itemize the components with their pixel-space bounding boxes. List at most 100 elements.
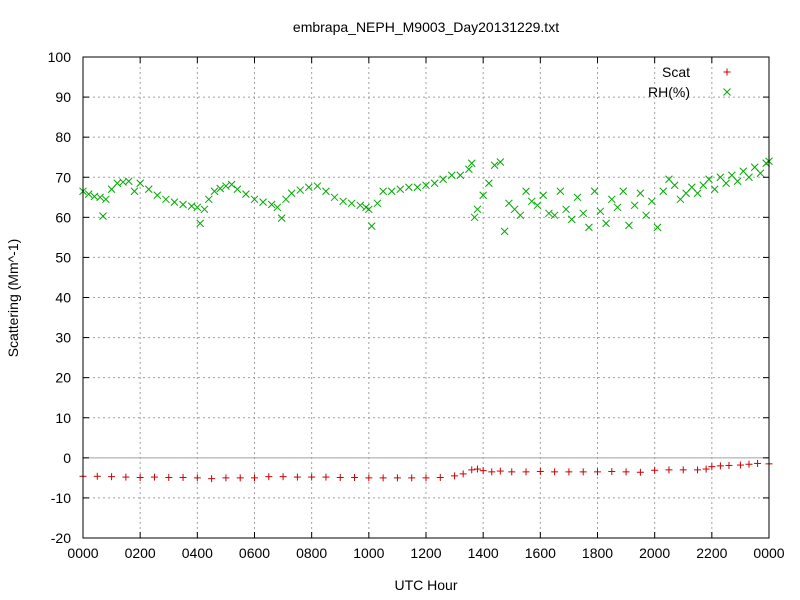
scat-data-point bbox=[551, 468, 559, 476]
rh-data-point bbox=[250, 195, 259, 204]
rh-data-point bbox=[102, 195, 110, 204]
legend-marker-scat bbox=[723, 68, 731, 76]
rh-data-point bbox=[665, 175, 673, 184]
scat-data-point bbox=[522, 468, 530, 476]
y-tick-label: -20 bbox=[51, 530, 71, 546]
rh-data-point bbox=[545, 209, 553, 218]
rh-data-point bbox=[313, 182, 322, 190]
y-tick-label: 10 bbox=[55, 410, 71, 426]
rh-data-point bbox=[647, 197, 656, 206]
scat-data-point bbox=[351, 473, 359, 481]
rh-data-point bbox=[222, 182, 230, 190]
series-rh bbox=[79, 157, 773, 236]
scat-data-point bbox=[322, 473, 330, 481]
y-tick-label: 80 bbox=[55, 129, 71, 145]
x-tick-label: 1600 bbox=[525, 545, 556, 561]
rh-data-point bbox=[144, 185, 153, 194]
rh-data-point bbox=[439, 175, 448, 184]
rh-data-point bbox=[322, 187, 330, 196]
rh-data-point bbox=[727, 171, 736, 180]
y-tick-label: 100 bbox=[48, 49, 72, 65]
rh-data-point bbox=[210, 187, 219, 196]
y-tick-label: 90 bbox=[55, 89, 71, 105]
scat-data-point bbox=[716, 462, 724, 470]
scat-data-point bbox=[451, 472, 459, 480]
rh-data-point bbox=[196, 219, 205, 228]
rh-data-point bbox=[330, 193, 339, 202]
x-tick-label: 2200 bbox=[696, 545, 727, 561]
rh-data-point bbox=[287, 189, 296, 198]
rh-data-point bbox=[277, 214, 286, 222]
rh-data-point bbox=[579, 209, 588, 218]
rh-data-point bbox=[676, 195, 685, 204]
rh-data-point bbox=[379, 187, 387, 196]
x-axis-label: UTC Hour bbox=[394, 577, 457, 593]
scat-data-point bbox=[468, 466, 476, 474]
rh-data-point bbox=[282, 195, 290, 204]
y-tick-label: 40 bbox=[55, 290, 71, 306]
rh-data-point bbox=[687, 183, 696, 192]
rh-data-point bbox=[573, 193, 582, 202]
scat-data-point bbox=[702, 465, 710, 473]
rh-data-point bbox=[153, 191, 162, 200]
rh-data-point bbox=[550, 211, 559, 220]
scat-data-point bbox=[745, 460, 753, 468]
rh-data-point bbox=[693, 189, 702, 198]
grid bbox=[82, 56, 770, 539]
scat-data-point bbox=[488, 468, 496, 476]
rh-data-point bbox=[670, 181, 679, 190]
scat-data-point bbox=[665, 466, 673, 474]
x-tick-label: 1200 bbox=[410, 545, 441, 561]
rh-data-point bbox=[722, 179, 730, 188]
rh-data-point bbox=[273, 203, 282, 212]
rh-data-point bbox=[596, 207, 605, 216]
rh-data-point bbox=[396, 185, 405, 194]
x-tick-label: 0600 bbox=[239, 545, 270, 561]
rh-data-point bbox=[733, 177, 742, 186]
rh-data-point bbox=[510, 205, 519, 214]
rh-data-point bbox=[413, 183, 422, 192]
scat-data-point bbox=[336, 473, 344, 481]
rh-data-point bbox=[659, 187, 668, 196]
rh-data-point bbox=[490, 161, 499, 170]
scat-data-point bbox=[108, 473, 116, 481]
rh-data-point bbox=[585, 223, 593, 232]
scat-data-point bbox=[136, 473, 144, 481]
rh-data-point bbox=[267, 200, 276, 209]
rh-data-point bbox=[99, 212, 107, 220]
rh-data-point bbox=[356, 201, 365, 210]
scat-data-point bbox=[279, 473, 287, 481]
rh-data-point bbox=[339, 197, 347, 206]
scat-data-point bbox=[622, 468, 630, 476]
scat-data-point bbox=[236, 474, 244, 482]
rh-data-point bbox=[496, 158, 505, 166]
rh-data-point bbox=[602, 219, 610, 228]
scat-data-point bbox=[365, 474, 373, 482]
scat-data-point bbox=[725, 461, 733, 469]
rh-data-point bbox=[505, 199, 513, 208]
scat-data-point bbox=[208, 475, 216, 483]
rh-data-point bbox=[710, 185, 719, 194]
scat-data-point bbox=[594, 468, 601, 476]
rh-data-point bbox=[170, 198, 179, 206]
rh-data-point bbox=[465, 165, 473, 174]
scat-data-point bbox=[459, 470, 467, 478]
x-tick-label: 1400 bbox=[468, 545, 499, 561]
rh-data-point bbox=[130, 187, 139, 196]
rh-data-point bbox=[124, 177, 133, 186]
x-tick-label: 0400 bbox=[182, 545, 213, 561]
rh-data-point bbox=[136, 179, 145, 188]
rh-data-point bbox=[630, 201, 639, 210]
rh-data-point bbox=[430, 179, 439, 188]
x-tick-label: 2000 bbox=[639, 545, 670, 561]
scat-data-point bbox=[679, 466, 687, 474]
rh-data-point bbox=[204, 195, 213, 204]
scat-data-point bbox=[122, 473, 130, 481]
scat-data-point bbox=[193, 474, 201, 482]
rh-data-point bbox=[242, 190, 250, 198]
rh-data-point bbox=[539, 191, 548, 200]
rh-data-point bbox=[479, 191, 488, 200]
x-tick-label: 0000 bbox=[753, 545, 784, 561]
scat-data-point bbox=[150, 473, 158, 481]
